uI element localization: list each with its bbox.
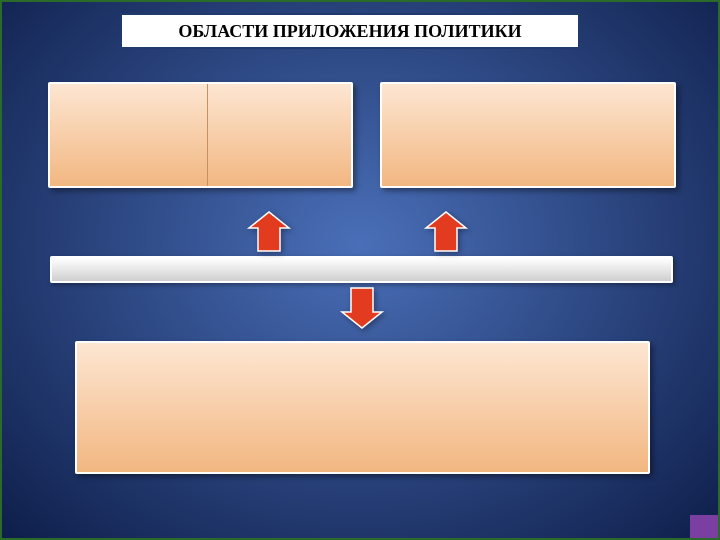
- arrow-up-icon: [249, 212, 289, 251]
- corner-tab: [690, 515, 718, 538]
- slide-title-text: ОБЛАСТИ ПРИЛОЖЕНИЯ ПОЛИТИКИ: [178, 21, 521, 42]
- panel-top-right: [380, 82, 676, 188]
- panel-middle-bar: [50, 256, 673, 283]
- slide-title: ОБЛАСТИ ПРИЛОЖЕНИЯ ПОЛИТИКИ: [120, 13, 580, 49]
- panel-top-left-divider: [207, 84, 208, 186]
- slide: ОБЛАСТИ ПРИЛОЖЕНИЯ ПОЛИТИКИ: [0, 0, 720, 540]
- panel-bottom: [75, 341, 650, 474]
- arrow-up-icon: [426, 212, 466, 251]
- panel-top-left: [48, 82, 353, 188]
- arrow-down-icon: [342, 288, 382, 328]
